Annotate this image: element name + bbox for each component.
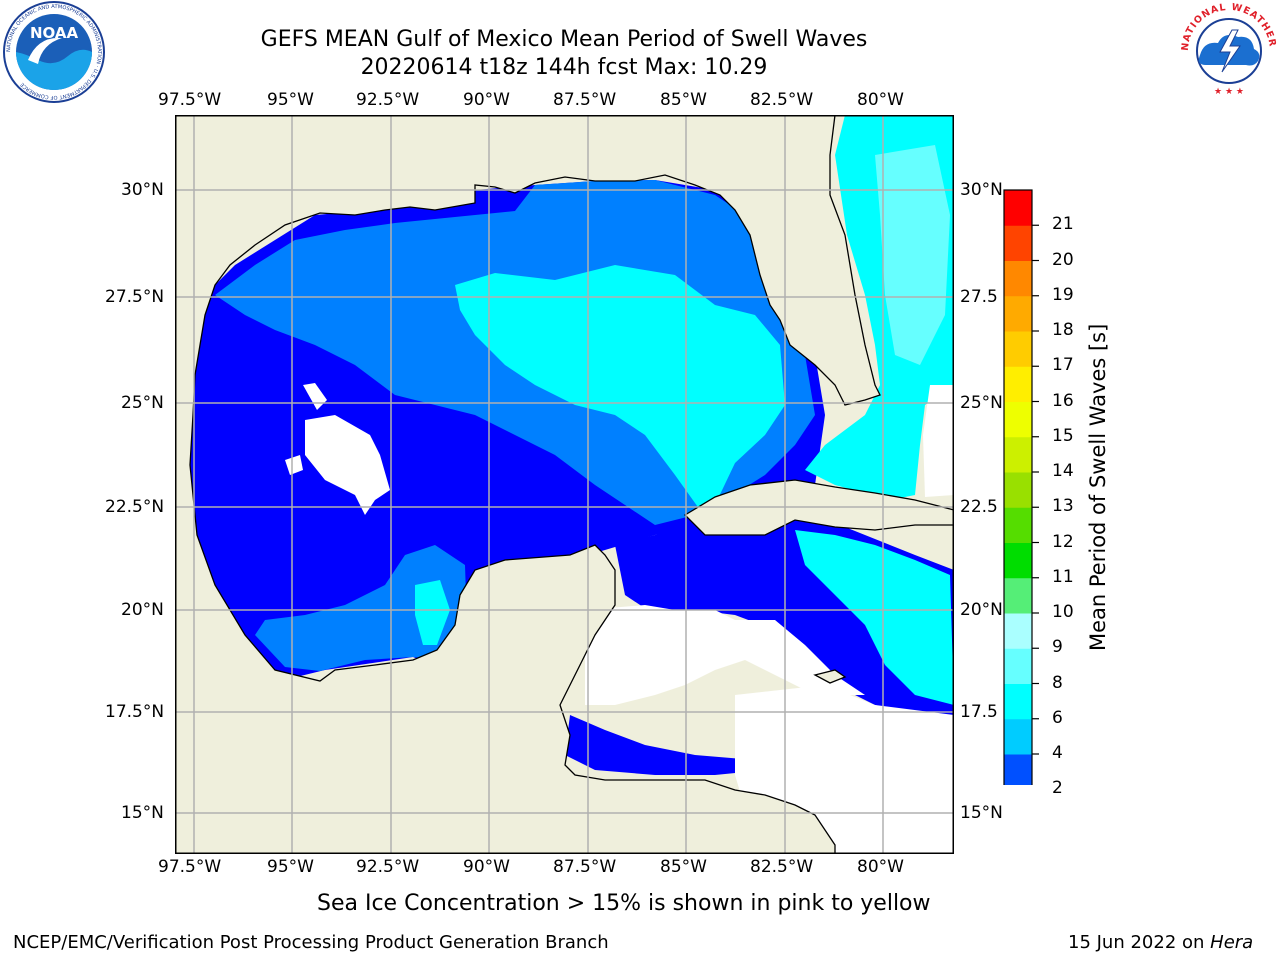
jamaica	[813, 669, 847, 684]
colorbar-tick-label: 18	[1052, 320, 1074, 340]
colorbar-tick-label: 15	[1052, 425, 1074, 446]
colorbar-tick-label: 21	[1052, 214, 1074, 235]
colorbar-segment	[1004, 260, 1032, 297]
colorbar-segments	[1003, 189, 1033, 785]
lon-label-top: 80°W	[857, 90, 904, 110]
colorbar-segment	[1004, 577, 1032, 614]
colorbar-tick-label: 12	[1052, 531, 1074, 552]
colorbar-segment	[1004, 295, 1032, 332]
swell-band-8-9-s	[875, 145, 950, 365]
colorbar	[1003, 189, 1039, 785]
lat-label-right: 22.5	[960, 497, 998, 517]
colorbar-tick-label: 14	[1052, 461, 1074, 481]
lon-label-top: 90°W	[463, 90, 510, 110]
colorbar-segment	[1004, 683, 1032, 720]
colorbar-tick-label: 11	[1052, 566, 1074, 587]
swell-band-6-8-s	[455, 265, 785, 510]
lat-label-left: 15°N	[121, 803, 164, 823]
colorbar-tick-label: 17	[1052, 355, 1074, 376]
colorbar-segment	[1004, 331, 1032, 367]
colorbar-tick-label: 10	[1052, 602, 1074, 622]
swell-band-2-4-s	[565, 715, 765, 775]
lon-label-top: 85°W	[660, 90, 707, 110]
lon-label-bottom: 90°W	[463, 857, 510, 877]
colorbar-tick-label: 2	[1052, 778, 1063, 799]
chart-subtitle: 20220614 t18z 144h fcst Max: 10.29	[360, 55, 768, 80]
colorbar-tick-label: 4	[1052, 743, 1063, 763]
colorbar-segment	[1004, 401, 1032, 438]
chart-title: GEFS MEAN Gulf of Mexico Mean Period of …	[260, 27, 868, 52]
lon-label-bottom: 80°W	[857, 857, 904, 877]
run-date-text: 15 Jun 2022 on	[1068, 932, 1211, 953]
lon-label-top: 82.5°W	[750, 90, 814, 110]
swell-band-6-8-s	[795, 530, 954, 705]
colorbar-segment	[1004, 542, 1032, 579]
colorbar-segment	[1004, 648, 1032, 684]
lon-label-bottom: 82.5°W	[750, 857, 814, 877]
lat-label-left: 27.5°N	[105, 287, 165, 307]
lon-label-top: 95°W	[267, 90, 314, 110]
lon-label-top: 92.5°W	[356, 90, 420, 110]
colorbar-segment	[1004, 613, 1032, 649]
svg-text:★ ★ ★: ★ ★ ★	[1214, 87, 1244, 97]
colorbar-tick-label: 13	[1052, 496, 1074, 517]
noaa-logo-icon: NATIONAL OCEANIC AND ATMOSPHERIC ADMINIS…	[3, 1, 105, 103]
machine-name: Hera	[1210, 932, 1254, 953]
colorbar-segment	[1004, 718, 1032, 755]
lat-label-right: 25°N	[960, 393, 1003, 413]
colorbar-title: Mean Period of Swell Waves [s]	[1086, 323, 1110, 651]
lat-label-right: 15°N	[960, 803, 1003, 823]
lat-label-right: 17.5	[960, 702, 998, 722]
swell-band-6-8-s	[415, 580, 450, 645]
lon-label-bottom: 97.5°W	[158, 857, 222, 877]
sea-ice-note: Sea Ice Concentration > 15% is shown in …	[317, 891, 931, 916]
lat-label-left: 20°N	[121, 600, 164, 620]
colorbar-segment	[1004, 436, 1032, 473]
swell-period-map	[175, 115, 954, 854]
lat-label-right: 20°N	[960, 600, 1003, 620]
lon-label-bottom: 92.5°W	[356, 857, 420, 877]
colorbar-tick-label: 8	[1052, 672, 1063, 693]
lon-label-bottom: 87.5°W	[553, 857, 617, 877]
colorbar-tick-label: 16	[1052, 390, 1074, 411]
colorbar-segment	[1004, 507, 1032, 543]
colorbar-tick-label: 9	[1052, 637, 1063, 658]
map-frame	[175, 115, 954, 854]
colorbar-segment	[1004, 754, 1032, 785]
colorbar-segment	[1004, 472, 1032, 508]
colorbar-tick-label: 19	[1052, 284, 1074, 305]
lat-label-right: 27.5	[960, 287, 998, 307]
nws-logo-icon: NATIONAL WEATHER SERVICE ★ ★ ★	[1178, 0, 1278, 100]
lon-label-bottom: 95°W	[267, 857, 314, 877]
colorbar-tick-label: 6	[1052, 707, 1063, 728]
colorbar-tick-label: 20	[1052, 249, 1074, 270]
colorbar-segment	[1004, 190, 1032, 226]
lat-label-left: 22.5°N	[105, 497, 165, 517]
colorbar-tick-marks	[1032, 224, 1039, 755]
swell-band-4-6-s	[255, 545, 467, 671]
grid-lines	[175, 115, 954, 854]
lat-label-left: 25°N	[121, 393, 164, 413]
colorbar-segment	[1004, 225, 1032, 261]
run-date: 15 Jun 2022 on Hera	[1068, 932, 1253, 953]
lat-label-right: 30°N	[960, 180, 1003, 200]
lat-label-left: 17.5°N	[105, 702, 165, 722]
colorbar-segment	[1004, 366, 1032, 402]
colorbar-frame	[1003, 189, 1033, 785]
lon-label-top: 87.5°W	[553, 90, 617, 110]
credit-text: NCEP/EMC/Verification Post Processing Pr…	[13, 932, 609, 953]
us-gulf-coast	[175, 115, 954, 854]
lat-label-left: 30°N	[121, 180, 164, 200]
lon-label-top: 97.5°W	[158, 90, 222, 110]
lon-label-bottom: 85°W	[660, 857, 707, 877]
noaa-logo-text: NOAA	[30, 24, 79, 42]
